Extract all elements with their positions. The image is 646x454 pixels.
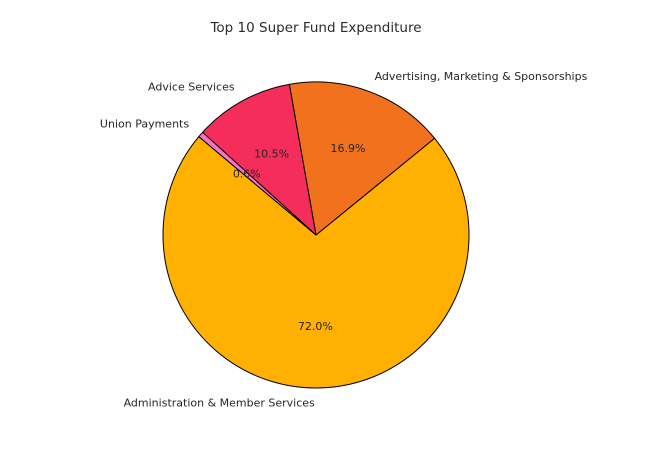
slice-label-advice-services: Advice Services: [148, 81, 235, 94]
pie-slice-administration-member-services: [162, 136, 470, 389]
pie-slice-union-payments: [198, 131, 317, 236]
slice-label-advertising-marketing-sponsorships: Advertising, Marketing & Sponsorships: [375, 70, 588, 83]
slice-pct-advice-services: 10.5%: [254, 148, 289, 161]
slice-pct-union-payments: 0.6%: [233, 168, 261, 181]
pie-slice-advice-services: [202, 83, 317, 236]
slice-label-union-payments: Union Payments: [100, 117, 189, 130]
slice-pct-advertising-marketing-sponsorships: 16.9%: [331, 142, 366, 155]
pie-slice-advertising-marketing-sponsorships: [288, 81, 436, 236]
chart-title: Top 10 Super Fund Expenditure: [210, 20, 422, 36]
slice-pct-administration-member-services: 72.0%: [298, 320, 333, 333]
slice-label-administration-member-services: Administration & Member Services: [124, 396, 315, 409]
